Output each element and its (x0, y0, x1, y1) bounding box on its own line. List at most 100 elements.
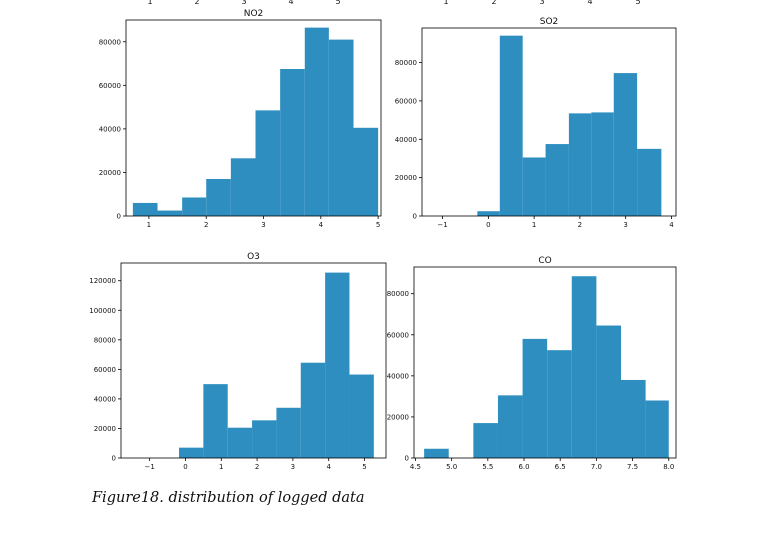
x-tick-label: 4 (326, 463, 331, 471)
x-tick-label: 5.0 (446, 463, 457, 471)
bar-no2-5 (255, 110, 281, 216)
x-tick-label: 2 (204, 221, 208, 229)
x-tick-label: 3 (623, 221, 627, 229)
y-tick-label: 80000 (94, 336, 116, 344)
x-tick-label: 6.5 (555, 463, 566, 471)
cut-tick-label: 4 (288, 0, 294, 6)
y-tick-label: 80000 (387, 290, 409, 298)
y-tick-label: 60000 (99, 82, 121, 90)
x-tick-label: −1 (437, 221, 447, 229)
bar-co-4 (522, 338, 548, 458)
bar-no2-7 (304, 27, 329, 216)
cut-tick-label: 1 (147, 0, 153, 6)
y-tick-label: 40000 (99, 125, 121, 133)
y-tick-label: 20000 (387, 413, 409, 421)
bar-co-5 (547, 350, 572, 458)
x-tick-label: 3 (291, 463, 295, 471)
bar-o3-7 (349, 374, 374, 458)
figure-caption: Figure18. distribution of logged data (92, 490, 365, 506)
bar-so2-0 (477, 211, 500, 216)
chart-title: CO (538, 256, 551, 266)
plot-frame (125, 19, 382, 217)
x-tick-label: 1 (532, 221, 536, 229)
chart-title: O3 (247, 252, 260, 262)
y-tick-label: 120000 (89, 277, 116, 285)
bar-o3-1 (203, 384, 228, 458)
y-tick-label: 20000 (395, 174, 417, 182)
bar-o3-4 (276, 407, 301, 458)
bar-co-0 (424, 448, 449, 458)
cut-tick-label: 5 (635, 0, 641, 6)
chart-title: NO2 (244, 9, 264, 19)
x-tick-label: 1 (147, 221, 151, 229)
bar-no2-0 (132, 202, 158, 216)
x-tick-label: 4 (669, 221, 674, 229)
y-tick-label: 0 (117, 213, 121, 221)
x-tick-label: 4 (319, 221, 324, 229)
x-tick-label: 8.0 (663, 463, 674, 471)
x-tick-label: 5 (376, 221, 380, 229)
bar-co-8 (620, 379, 646, 458)
chart-co: CO 4.5 5.0 5.5 6.0 6.5 7.0 7.5 8.0 0 20000 40000 600… (387, 256, 677, 471)
bar-o3-2 (227, 427, 253, 458)
bar-co-3 (497, 395, 523, 458)
x-tick-label: 2 (578, 221, 582, 229)
x-tick-label: 4.5 (410, 463, 421, 471)
cut-tick-label: 3 (539, 0, 545, 6)
y-tick-label: 40000 (387, 372, 409, 380)
x-tick-label: 5 (362, 463, 366, 471)
y-tick-label: 100000 (89, 307, 116, 315)
y-tick-label: 20000 (94, 425, 116, 433)
cut-tick-label: 2 (194, 0, 200, 6)
bar-no2-6 (280, 69, 305, 216)
cut-off-tick-labels-left: 1 2 3 4 5 (0, 0, 772, 9)
y-tick-label: 40000 (94, 395, 116, 403)
bar-co-6 (571, 276, 597, 458)
x-tick-label: −1 (144, 463, 154, 471)
y-tick-label: 40000 (395, 136, 417, 144)
bar-so2-6 (613, 73, 638, 216)
x-tick-label: 7.0 (591, 463, 602, 471)
bar-so2-1 (499, 35, 523, 217)
bar-co-7 (596, 325, 621, 458)
bar-o3-3 (252, 420, 277, 458)
cut-off-tick-labels-right: 1 2 3 4 5 (0, 0, 772, 9)
bar-no2-9 (353, 127, 379, 216)
plot-frame (120, 262, 387, 459)
bar-so2-3 (545, 144, 569, 216)
y-tick-label: 0 (112, 455, 116, 463)
x-tick-label: 3 (261, 221, 265, 229)
cut-tick-label: 2 (491, 0, 497, 6)
bar-no2-4 (230, 158, 256, 216)
x-tick-label: 6.0 (518, 463, 529, 471)
cut-tick-label: 5 (335, 0, 341, 6)
x-tick-label: 2 (255, 463, 259, 471)
chart-title: SO2 (540, 17, 559, 27)
x-tick-label: 7.5 (627, 463, 638, 471)
bar-o3-6 (325, 272, 350, 458)
x-tick-label: 0 (183, 463, 187, 471)
y-tick-label: 0 (405, 455, 409, 463)
bar-no2-3 (206, 178, 231, 216)
x-tick-label: 1 (219, 463, 223, 471)
bar-o3-5 (300, 362, 326, 458)
bar-no2-2 (182, 197, 207, 216)
plot-frame (413, 266, 677, 459)
bar-no2-1 (157, 210, 183, 216)
bar-so2-4 (568, 113, 592, 216)
plot-frame (421, 27, 677, 217)
bar-so2-5 (591, 112, 614, 216)
chart-no2: NO2 1 2 3 4 5 0 20000 40000 60000 80000 (99, 9, 382, 229)
bar-co-2 (473, 423, 498, 458)
chart-so2: SO2 −1 0 1 2 3 4 0 20000 40000 60000 80000 (395, 17, 677, 229)
y-tick-label: 60000 (94, 366, 116, 374)
y-tick-label: 60000 (395, 97, 417, 105)
bar-so2-7 (637, 148, 662, 216)
x-tick-label: 5.5 (482, 463, 493, 471)
bar-no2-8 (328, 39, 354, 216)
cut-tick-label: 1 (443, 0, 449, 6)
chart-o3: O3 −1 0 1 2 3 4 5 0 20000 40000 60000 80000 100000 120… (89, 252, 387, 471)
bar-so2-2 (522, 157, 546, 216)
y-tick-label: 80000 (395, 59, 417, 67)
bar-o3-0 (179, 447, 204, 458)
